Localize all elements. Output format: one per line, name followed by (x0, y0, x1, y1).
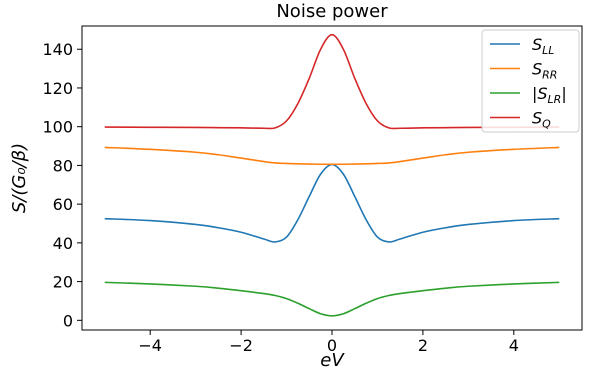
series-line-sll (104, 163, 560, 243)
series-line-srr (104, 146, 560, 166)
y-axis: 0 20 40 60 80 100 120 140 (42, 40, 82, 330)
x-tick-label: −4 (138, 336, 162, 355)
y-tick-label: 0 (63, 311, 73, 330)
x-tick-label: −2 (229, 336, 253, 355)
y-tick-label: 120 (42, 79, 73, 98)
x-tick-label: 4 (509, 336, 519, 355)
y-tick-label: 60 (53, 195, 73, 214)
y-tick-label: 40 (53, 234, 73, 253)
series-line-slr (104, 281, 560, 317)
chart-title: Noise power (276, 1, 388, 22)
series-line-sq (104, 33, 560, 130)
series-layer (104, 33, 560, 317)
x-tick-label: 2 (418, 336, 428, 355)
x-axis: −4 −2 0 2 4 (138, 330, 519, 355)
legend-box (481, 29, 580, 133)
y-axis-title: S/(G₀/β) (9, 143, 30, 213)
y-tick-label: 80 (53, 156, 73, 175)
x-axis-title: eV (320, 350, 345, 371)
y-tick-label: 100 (42, 118, 73, 137)
y-tick-label: 20 (53, 273, 73, 292)
y-tick-label: 140 (42, 40, 73, 59)
x-tick-label: 0 (327, 336, 337, 355)
